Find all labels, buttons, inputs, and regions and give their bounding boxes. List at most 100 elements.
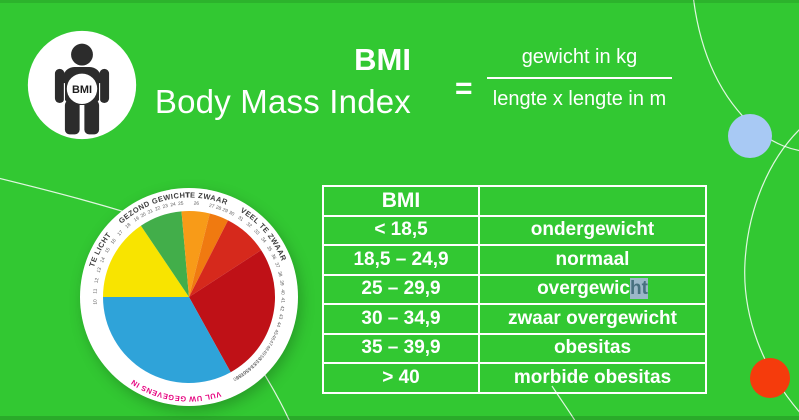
wheel-number: 35 bbox=[265, 245, 273, 253]
wheel-number: 13 bbox=[96, 266, 103, 273]
wheel-number: 55 bbox=[244, 366, 252, 374]
table-row: 35 – 39,9 obesitas bbox=[322, 332, 707, 364]
wheel-number: 33 bbox=[252, 228, 260, 236]
wheel-number: 19 bbox=[133, 215, 141, 223]
wheel-number: 42 bbox=[278, 305, 285, 311]
bmi-range: 30 – 34,9 bbox=[322, 303, 480, 335]
wheel-number: 43 bbox=[277, 313, 284, 320]
bmi-category: overgewicht bbox=[478, 273, 707, 305]
table-header-row: BMI bbox=[322, 185, 707, 217]
wheel-number: 39 bbox=[278, 280, 285, 287]
wheel-number: 25 bbox=[178, 201, 184, 207]
wheel-number: 10 bbox=[92, 299, 98, 305]
bmi-person-icon: BMI bbox=[27, 30, 137, 140]
wheel-segment-te-licht bbox=[103, 225, 189, 297]
wheel-number: 14 bbox=[99, 256, 107, 264]
decor-circle-red bbox=[750, 358, 790, 398]
bmi-range: < 18,5 bbox=[322, 214, 480, 246]
category-text: morbide obesitas bbox=[513, 366, 672, 388]
wheel-number: 23 bbox=[162, 203, 169, 210]
title-abbr: BMI bbox=[354, 42, 411, 77]
table-row: 18,5 – 24,9 normaal bbox=[322, 244, 707, 276]
wheel-number: 12 bbox=[94, 277, 101, 284]
wheel-segment-te-zwaar-donker bbox=[189, 213, 229, 297]
wheel-number: 21 bbox=[147, 208, 155, 216]
formula-denominator: lengte x lengte in m bbox=[492, 88, 667, 110]
wheel-number: 44 bbox=[275, 321, 282, 328]
bmi-category: ondergewicht bbox=[478, 214, 707, 246]
bmi-formula: gewicht in kg lengte x lengte in m bbox=[487, 46, 672, 110]
wheel-number: 51 bbox=[254, 356, 262, 364]
category-text: normaal bbox=[555, 248, 630, 270]
wheel-number: 54 bbox=[246, 363, 254, 371]
bmi-range: 18,5 – 24,9 bbox=[322, 244, 480, 276]
wheel-number: 49 bbox=[260, 349, 268, 357]
wheel-number: 34 bbox=[259, 236, 267, 244]
wheel-number: 40 bbox=[279, 289, 285, 295]
wheel-number: 29 bbox=[221, 207, 229, 215]
wheel-segment-invulzone bbox=[103, 297, 231, 384]
wheel-segment-veel-te-zwaar-2 bbox=[189, 250, 276, 373]
wheel-number: 60 bbox=[232, 374, 240, 382]
wheel-number: 20 bbox=[140, 211, 148, 219]
wheel-number: 48 bbox=[263, 344, 271, 352]
wheel-number: 32 bbox=[245, 221, 253, 229]
wheel-number: 50 bbox=[256, 353, 264, 361]
wheel-number: 11 bbox=[93, 288, 99, 294]
category-text-highlight: ht bbox=[630, 278, 648, 300]
wheel-number: 41 bbox=[279, 297, 285, 303]
wheel-number: 53 bbox=[249, 361, 257, 369]
wheel-number: 59 bbox=[234, 373, 242, 381]
wheel-number: 45 bbox=[272, 328, 280, 336]
table-row: < 18,5 ondergewicht bbox=[322, 214, 707, 246]
wheel-number: 27 bbox=[208, 203, 215, 210]
equals-sign: = bbox=[455, 72, 473, 105]
icon-bmi-label: BMI bbox=[72, 84, 92, 96]
category-text: zwaar overgewicht bbox=[508, 307, 677, 329]
wheel-number: 38 bbox=[276, 271, 283, 278]
wheel-segment-veel-te-zwaar bbox=[189, 220, 262, 297]
category-text: overgewic bbox=[537, 278, 630, 300]
formula-numerator: gewicht in kg bbox=[487, 46, 672, 79]
icon-bmi-badge bbox=[66, 73, 98, 104]
wheel-number: 18 bbox=[124, 222, 132, 230]
wheel-number: 37 bbox=[273, 262, 281, 269]
wheel-number: 47 bbox=[267, 339, 275, 347]
wheel-number: 26 bbox=[193, 201, 199, 207]
wheel-number: 24 bbox=[170, 201, 177, 208]
wheel-number: 31 bbox=[237, 215, 245, 223]
page-title: Body Mass Index bbox=[154, 83, 411, 120]
wheel-number: 52 bbox=[252, 358, 260, 366]
bmi-category: zwaar overgewicht bbox=[478, 303, 707, 335]
wheel-number: 17 bbox=[116, 229, 124, 237]
table-header-empty bbox=[478, 185, 707, 217]
wheel-number: 16 bbox=[110, 237, 118, 245]
wheel-number: 22 bbox=[154, 205, 161, 213]
wheel-segment-te-zwaar-licht bbox=[181, 211, 210, 297]
wheel-number: 28 bbox=[215, 205, 222, 212]
category-text: ondergewicht bbox=[530, 219, 655, 241]
wheel-number: 58 bbox=[237, 371, 245, 379]
wheel-number: 15 bbox=[104, 246, 112, 254]
wheel-segment-gezond-gewicht bbox=[140, 211, 189, 297]
table-row: > 40 morbide obesitas bbox=[322, 362, 707, 394]
bmi-category: morbide obesitas bbox=[478, 362, 707, 394]
bmi-range: > 40 bbox=[322, 362, 480, 394]
wheel-number: 30 bbox=[228, 210, 236, 218]
wheel-number: 46 bbox=[269, 334, 277, 342]
bmi-table: BMI < 18,5 ondergewicht 18,5 – 24,9 norm… bbox=[322, 185, 707, 394]
bmi-category: obesitas bbox=[478, 332, 707, 364]
wheel-number: 57 bbox=[239, 369, 247, 377]
table-row: 30 – 34,9 zwaar overgewicht bbox=[322, 303, 707, 335]
arm-separators bbox=[63, 83, 101, 104]
category-text: obesitas bbox=[553, 337, 632, 359]
decor-circle-blue bbox=[728, 114, 772, 158]
wheel-number: 56 bbox=[241, 367, 249, 375]
table-header-bmi: BMI bbox=[322, 185, 480, 217]
wheel-number: 36 bbox=[270, 253, 278, 261]
bmi-category: normaal bbox=[478, 244, 707, 276]
bmi-range: 25 – 29,9 bbox=[322, 273, 480, 305]
